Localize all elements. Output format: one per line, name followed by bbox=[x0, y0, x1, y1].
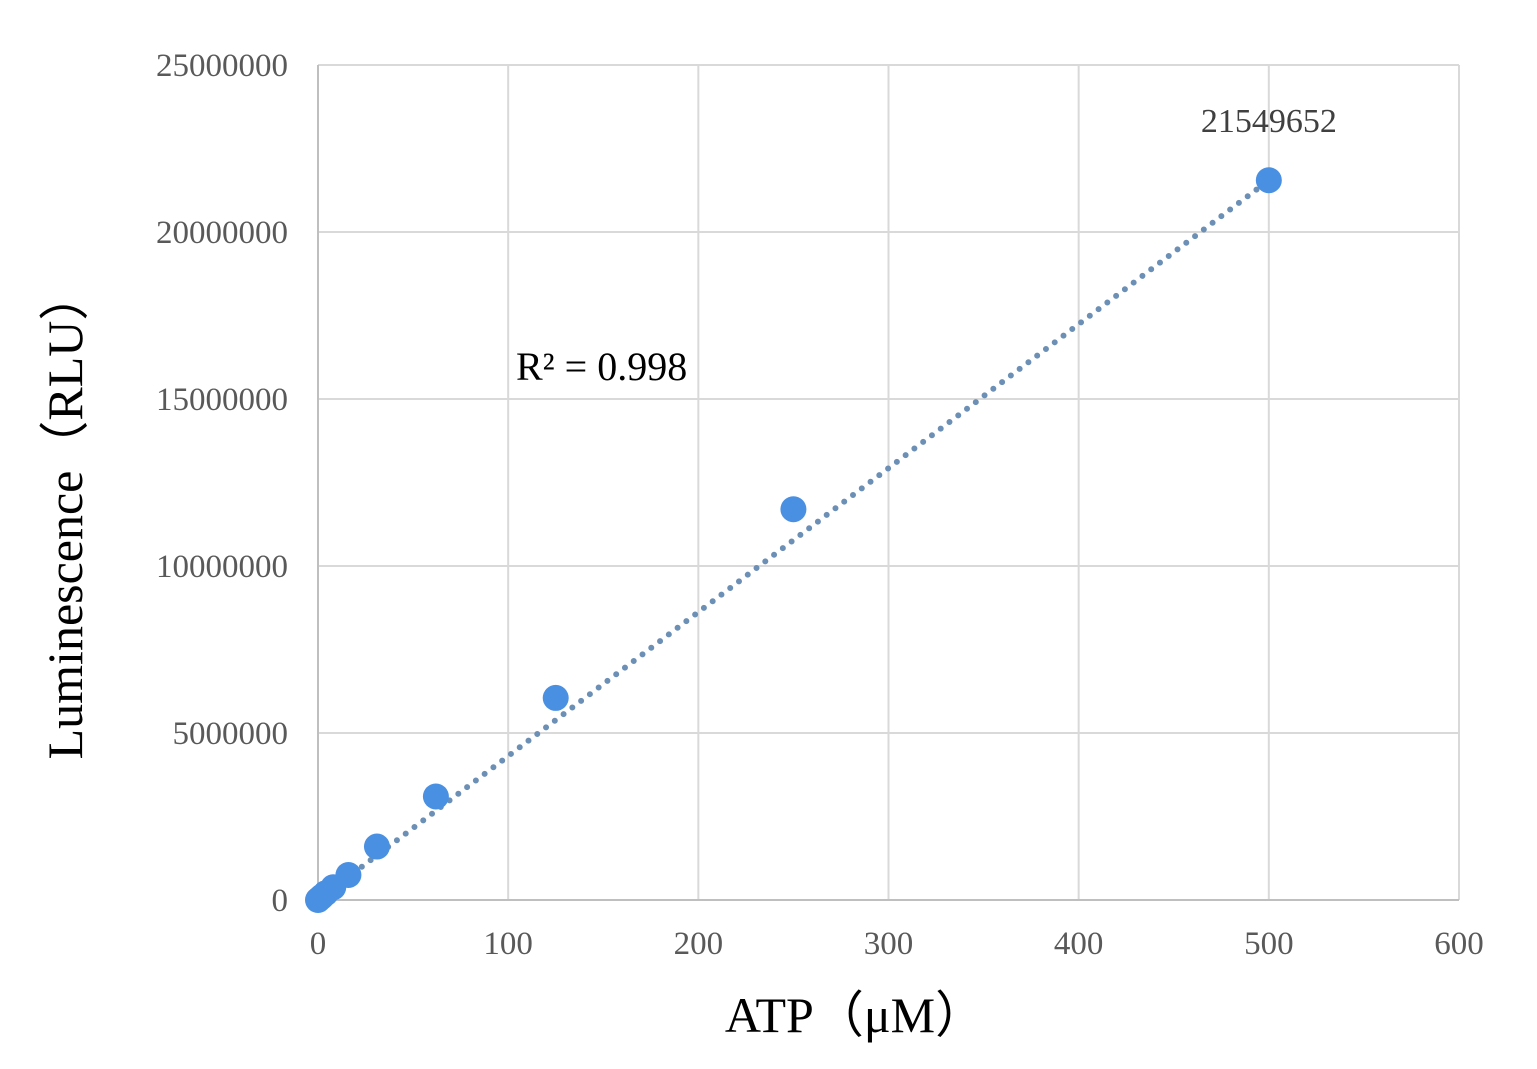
r-squared-annotation: R² = 0.998 bbox=[516, 344, 687, 389]
x-tick-labels: 0 100 200 300 400 500 600 bbox=[310, 926, 1484, 962]
x-tick-label-2: 200 bbox=[674, 926, 724, 962]
data-point-8 bbox=[542, 684, 569, 711]
data-point-9 bbox=[780, 496, 807, 523]
y-tick-label-0: 0 bbox=[272, 883, 289, 919]
x-tick-label-0: 0 bbox=[310, 926, 327, 962]
y-tick-label-5: 25000000 bbox=[156, 48, 288, 84]
x-tick-label-6: 600 bbox=[1434, 926, 1484, 962]
trendline bbox=[315, 177, 1272, 903]
data-point-6 bbox=[363, 833, 390, 860]
x-axis-title: ATP（μM） bbox=[725, 987, 985, 1043]
data-point-7 bbox=[422, 783, 449, 810]
gridlines bbox=[317, 64, 1460, 901]
data-point-10 bbox=[1255, 167, 1282, 194]
y-tick-label-4: 20000000 bbox=[156, 215, 288, 251]
y-tick-labels: 0 5000000 10000000 15000000 20000000 25000000 bbox=[156, 48, 288, 919]
x-tick-label-4: 400 bbox=[1054, 926, 1104, 962]
x-tick-label-3: 300 bbox=[864, 926, 914, 962]
data-points bbox=[305, 167, 1282, 913]
y-axis-title: Luminescence（RLU） bbox=[37, 271, 93, 760]
y-tick-label-2: 10000000 bbox=[156, 549, 288, 585]
axes bbox=[317, 65, 1459, 901]
x-tick-label-5: 500 bbox=[1244, 926, 1294, 962]
trendline-dotted bbox=[315, 177, 1272, 903]
y-tick-label-3: 15000000 bbox=[156, 382, 288, 418]
x-tick-label-1: 100 bbox=[483, 926, 533, 962]
y-tick-label-1: 5000000 bbox=[173, 716, 289, 752]
data-label-max: 21549652 bbox=[1201, 103, 1337, 140]
data-point-5 bbox=[335, 861, 362, 888]
